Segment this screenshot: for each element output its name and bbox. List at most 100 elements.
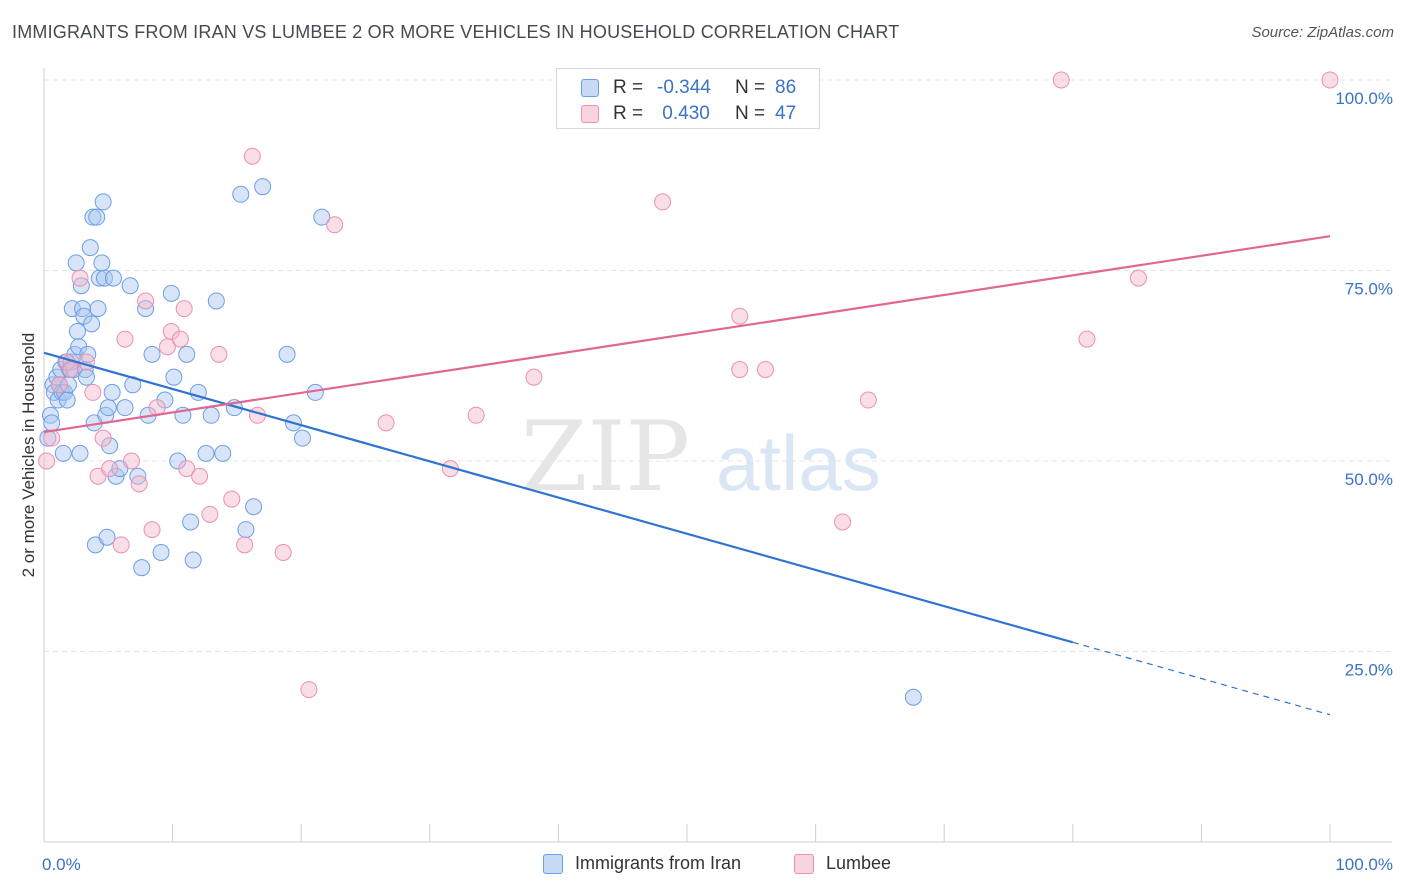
r-value: -0.344 — [657, 77, 711, 98]
data-point-lumbee — [122, 452, 140, 470]
watermark-zip: ZIP — [521, 401, 690, 513]
data-point-iran — [83, 315, 101, 333]
swatch-iran — [581, 79, 599, 97]
data-point-iran — [178, 345, 196, 363]
data-point-lumbee — [84, 383, 102, 401]
data-point-lumbee — [1052, 71, 1070, 89]
data-point-lumbee — [130, 475, 148, 493]
r-label: R = — [613, 77, 644, 98]
data-point-iran — [89, 300, 107, 318]
data-point-lumbee — [112, 536, 130, 554]
chart-source: Source: ZipAtlas.com — [1251, 24, 1394, 41]
n-value: 47 — [775, 103, 797, 124]
data-point-lumbee — [326, 216, 344, 234]
series-iran-points — [39, 178, 922, 706]
x-tick-labels: 0.0% 100.0% — [42, 855, 1393, 874]
data-point-iran — [98, 528, 116, 546]
stats-legend: R = -0.344 N = 86 R = 0.430 N = 47 — [556, 68, 820, 129]
data-point-lumbee — [143, 521, 161, 539]
data-point-iran — [121, 277, 139, 295]
data-point-iran — [182, 513, 200, 531]
data-point-iran — [88, 208, 106, 226]
data-point-lumbee — [50, 376, 68, 394]
legend-swatch-lumbee — [794, 854, 814, 874]
data-point-lumbee — [274, 543, 292, 561]
data-point-lumbee — [178, 460, 196, 478]
chart-title: IMMIGRANTS FROM IRAN VS LUMBEE 2 OR MORE… — [12, 22, 900, 42]
data-point-lumbee — [101, 460, 119, 478]
data-point-lumbee — [654, 193, 672, 211]
data-point-iran — [214, 444, 232, 462]
data-point-iran — [116, 399, 134, 417]
data-point-lumbee — [171, 330, 189, 348]
trend-line-lumbee — [43, 235, 1331, 434]
y-tick-label: 75.0% — [1345, 280, 1393, 299]
data-point-iran — [143, 345, 161, 363]
data-point-lumbee — [175, 300, 193, 318]
data-point-lumbee — [201, 505, 219, 523]
data-point-iran — [133, 559, 151, 577]
data-point-lumbee — [236, 536, 254, 554]
trend-line-iran-extension — [1072, 641, 1331, 716]
data-point-lumbee — [731, 307, 749, 325]
data-point-iran — [162, 284, 180, 302]
x-tick-label-max: 100.0% — [1335, 855, 1393, 874]
data-point-iran — [77, 368, 95, 386]
data-point-lumbee — [859, 391, 877, 409]
data-point-iran — [68, 322, 86, 340]
stats-row-iran: R = -0.344 N = 86 — [557, 75, 819, 101]
data-point-lumbee — [1321, 71, 1339, 89]
axes — [43, 68, 1392, 843]
y-axis-label: 2 or more Vehicles in Household — [19, 333, 38, 578]
data-point-iran — [67, 254, 85, 272]
legend-swatch-iran — [543, 854, 563, 874]
data-point-lumbee — [834, 513, 852, 531]
data-point-iran — [197, 444, 215, 462]
y-tick-label: 25.0% — [1345, 661, 1393, 680]
data-point-lumbee — [191, 467, 209, 485]
data-point-lumbee — [377, 414, 395, 432]
data-point-lumbee — [756, 361, 774, 379]
n-label: N = — [735, 103, 766, 124]
data-point-iran — [54, 444, 72, 462]
n-value: 86 — [775, 77, 797, 98]
data-point-lumbee — [94, 429, 112, 447]
x-tick-label-min: 0.0% — [42, 855, 81, 874]
data-point-iran — [103, 383, 121, 401]
data-point-iran — [293, 429, 311, 447]
data-point-iran — [313, 208, 331, 226]
data-point-iran — [202, 406, 220, 424]
n-label: N = — [735, 77, 766, 98]
data-point-iran — [71, 444, 89, 462]
data-point-iran — [95, 269, 113, 287]
data-point-iran — [81, 239, 99, 257]
data-point-iran — [43, 414, 61, 432]
data-point-iran — [237, 521, 255, 539]
data-point-lumbee — [467, 406, 485, 424]
data-point-iran — [245, 498, 263, 516]
trend-line-iran — [43, 351, 1074, 644]
series-lumbee-points — [38, 71, 1339, 699]
data-point-iran — [232, 185, 250, 203]
r-label: R = — [613, 103, 644, 124]
data-point-iran — [93, 254, 111, 272]
trend-lines — [43, 235, 1331, 716]
legend-label-iran: Immigrants from Iran — [575, 853, 742, 873]
data-point-lumbee — [116, 330, 134, 348]
data-point-iran — [184, 551, 202, 569]
data-point-lumbee — [1129, 269, 1147, 287]
y-tick-label: 50.0% — [1345, 470, 1393, 489]
data-point-lumbee — [525, 368, 543, 386]
data-point-iran — [99, 399, 117, 417]
data-point-lumbee — [137, 292, 155, 310]
data-point-lumbee — [62, 361, 80, 379]
data-point-lumbee — [210, 345, 228, 363]
watermark: ZIP atlas — [521, 401, 881, 513]
data-point-iran — [58, 391, 76, 409]
data-point-iran — [254, 178, 272, 196]
watermark-atlas: atlas — [716, 419, 881, 507]
swatch-lumbee — [581, 105, 599, 123]
data-point-iran — [207, 292, 225, 310]
data-point-lumbee — [731, 361, 749, 379]
